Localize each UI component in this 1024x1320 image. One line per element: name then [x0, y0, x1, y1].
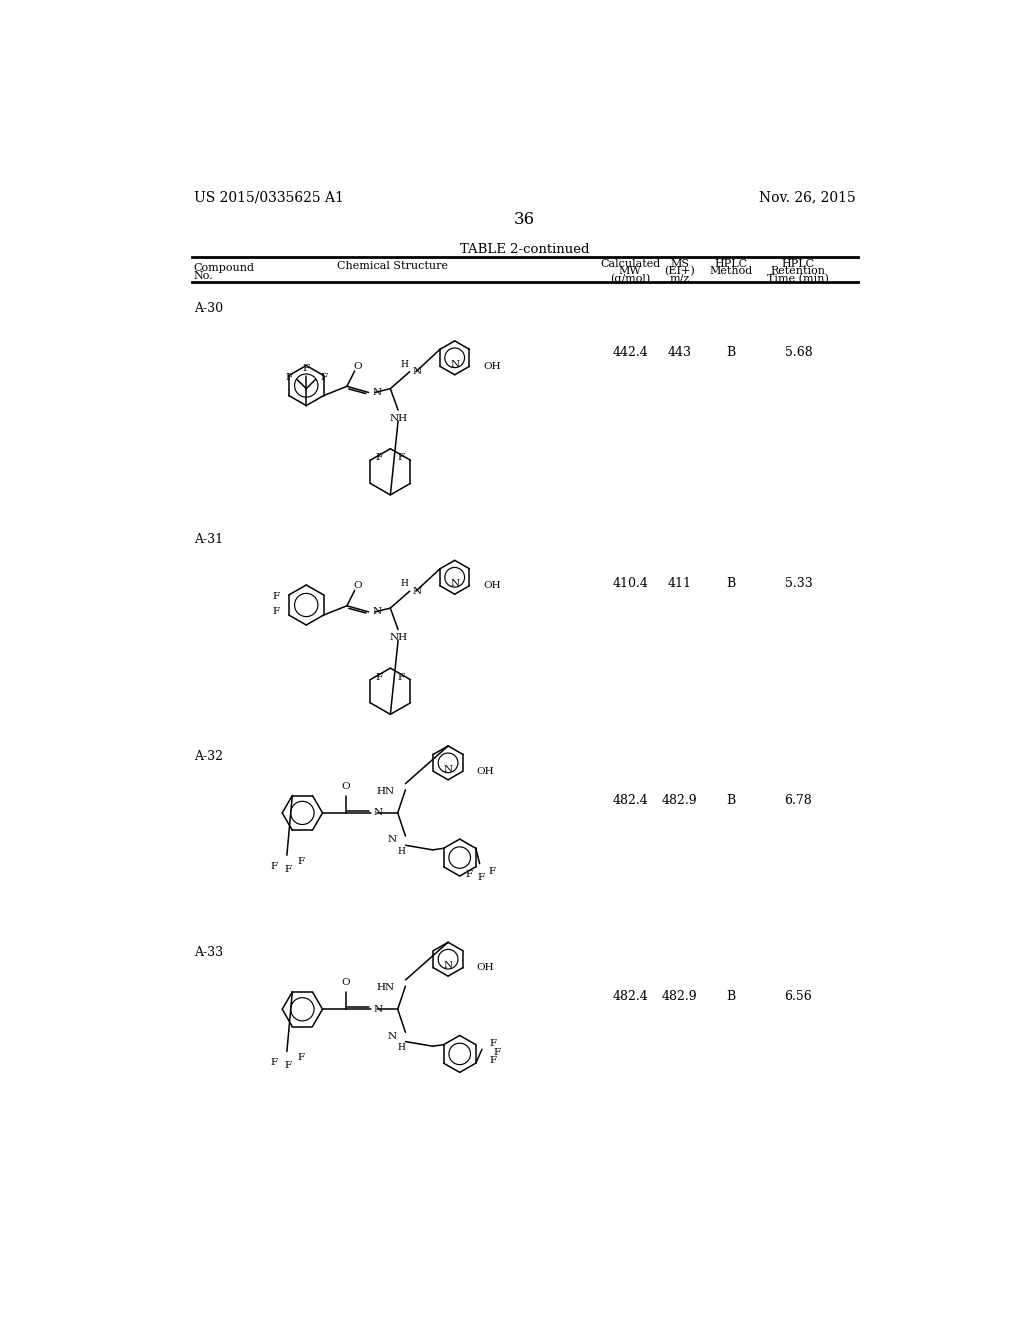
- Text: (g/mol): (g/mol): [610, 275, 650, 285]
- Text: N: N: [387, 1032, 396, 1040]
- Text: OH: OH: [483, 581, 501, 590]
- Text: 443: 443: [668, 346, 692, 359]
- Text: A-31: A-31: [194, 533, 223, 545]
- Text: F: F: [271, 862, 279, 870]
- Text: 482.4: 482.4: [612, 793, 648, 807]
- Text: N: N: [374, 1005, 383, 1014]
- Text: 482.9: 482.9: [662, 793, 697, 807]
- Text: B: B: [726, 793, 735, 807]
- Text: F: F: [285, 865, 292, 874]
- Text: N: N: [387, 836, 396, 845]
- Text: F: F: [285, 374, 292, 383]
- Text: N: N: [451, 359, 459, 368]
- Text: HN: HN: [377, 787, 394, 796]
- Text: (EI+): (EI+): [665, 267, 695, 276]
- Text: N: N: [443, 764, 453, 774]
- Text: MW: MW: [618, 267, 642, 276]
- Text: O: O: [353, 581, 362, 590]
- Text: N: N: [373, 388, 382, 397]
- Text: 6.78: 6.78: [784, 793, 812, 807]
- Text: F: F: [272, 607, 280, 616]
- Text: OH: OH: [477, 964, 495, 972]
- Text: F: F: [271, 1057, 279, 1067]
- Text: Nov. 26, 2015: Nov. 26, 2015: [759, 191, 856, 205]
- Text: F: F: [321, 374, 328, 383]
- Text: F: F: [297, 1053, 304, 1063]
- Text: O: O: [341, 978, 350, 987]
- Text: F: F: [397, 673, 404, 682]
- Text: F: F: [285, 1061, 292, 1071]
- Text: NH: NH: [389, 414, 408, 422]
- Text: F: F: [489, 1039, 497, 1048]
- Text: Retention: Retention: [771, 267, 826, 276]
- Text: No.: No.: [194, 271, 213, 281]
- Text: 36: 36: [514, 211, 536, 228]
- Text: N: N: [374, 808, 383, 817]
- Text: F: F: [376, 454, 383, 462]
- Text: US 2015/0335625 A1: US 2015/0335625 A1: [194, 191, 344, 205]
- Text: OH: OH: [477, 767, 495, 776]
- Text: N: N: [373, 607, 382, 616]
- Text: 5.33: 5.33: [784, 577, 812, 590]
- Text: HPLC: HPLC: [715, 259, 748, 268]
- Text: F: F: [376, 673, 383, 682]
- Text: F: F: [297, 857, 304, 866]
- Text: H: H: [397, 1043, 406, 1052]
- Text: 411: 411: [668, 577, 692, 590]
- Text: TABLE 2-continued: TABLE 2-continued: [460, 243, 590, 256]
- Text: Chemical Structure: Chemical Structure: [337, 261, 449, 271]
- Text: 5.68: 5.68: [784, 346, 812, 359]
- Text: NH: NH: [389, 634, 408, 643]
- Text: 442.4: 442.4: [612, 346, 648, 359]
- Text: H: H: [400, 579, 409, 589]
- Text: O: O: [341, 781, 350, 791]
- Text: HN: HN: [377, 983, 394, 993]
- Text: F: F: [397, 454, 404, 462]
- Text: MS: MS: [671, 259, 689, 268]
- Text: F: F: [465, 870, 472, 879]
- Text: H: H: [397, 847, 406, 855]
- Text: 482.9: 482.9: [662, 990, 697, 1003]
- Text: N: N: [443, 961, 453, 970]
- Text: 482.4: 482.4: [612, 990, 648, 1003]
- Text: F: F: [477, 873, 484, 882]
- Text: B: B: [726, 577, 735, 590]
- Text: H: H: [400, 359, 409, 368]
- Text: 6.56: 6.56: [784, 990, 812, 1003]
- Text: Compound: Compound: [194, 263, 255, 273]
- Text: A-30: A-30: [194, 302, 223, 314]
- Text: HPLC: HPLC: [781, 259, 815, 268]
- Text: F: F: [272, 593, 280, 601]
- Text: F: F: [494, 1048, 501, 1057]
- Text: F: F: [303, 364, 310, 374]
- Text: m/z: m/z: [670, 275, 690, 284]
- Text: Method: Method: [710, 267, 753, 276]
- Text: N: N: [413, 367, 422, 376]
- Text: 410.4: 410.4: [612, 577, 648, 590]
- Text: Calculated: Calculated: [600, 259, 660, 268]
- Text: O: O: [353, 362, 362, 371]
- Text: F: F: [489, 1056, 497, 1064]
- Text: A-33: A-33: [194, 946, 223, 960]
- Text: A-32: A-32: [194, 750, 223, 763]
- Text: B: B: [726, 346, 735, 359]
- Text: N: N: [451, 579, 459, 589]
- Text: N: N: [413, 586, 422, 595]
- Text: B: B: [726, 990, 735, 1003]
- Text: OH: OH: [483, 362, 501, 371]
- Text: F: F: [488, 867, 496, 876]
- Text: Time (min): Time (min): [767, 275, 829, 284]
